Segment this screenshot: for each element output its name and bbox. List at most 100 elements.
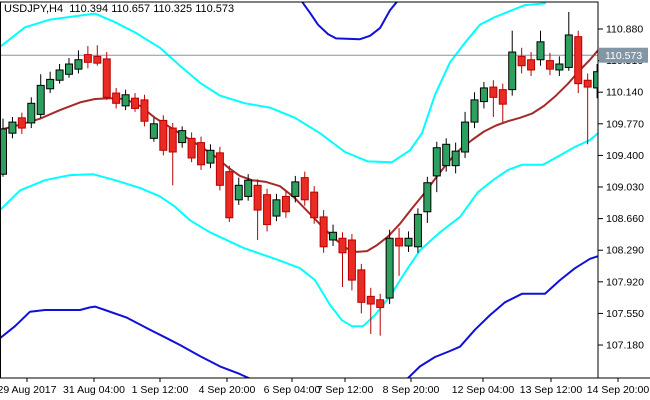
candle-body <box>319 216 328 248</box>
candle-body <box>112 92 121 104</box>
plot-area[interactable] <box>0 2 601 380</box>
chart-title-ohlc: USDJPY,H4 110.394 110.657 110.325 110.57… <box>4 3 235 15</box>
candle-bull <box>508 30 517 96</box>
candle-bull <box>555 56 564 76</box>
x-axis-label: 12 Sep 04:00 <box>452 384 515 396</box>
candle-body <box>272 199 281 217</box>
candles-layer <box>0 11 598 336</box>
candle-body <box>357 269 366 303</box>
candle-bull <box>423 176 432 223</box>
y-axis-label: 108.660 <box>606 213 644 225</box>
y-axis-label: 109.770 <box>606 118 644 130</box>
candle-body <box>385 237 394 299</box>
candle-body <box>159 119 168 151</box>
candle-body <box>46 78 55 90</box>
candle-body <box>131 97 140 109</box>
candle-body <box>376 299 385 308</box>
candle-bull <box>272 193 281 222</box>
x-axis-label: 31 Aug 04:00 <box>63 384 125 396</box>
current-price-tag-label: 110.573 <box>605 50 642 62</box>
y-axis-label: 109.030 <box>606 182 644 194</box>
candle-body <box>206 149 215 164</box>
candle-body <box>215 152 224 186</box>
y-axis-label: 107.550 <box>606 308 644 320</box>
candle-body <box>187 137 196 159</box>
candle-bull <box>178 126 187 148</box>
candle-bear <box>215 146 224 191</box>
candle-body <box>149 123 158 139</box>
candle-body <box>498 89 507 105</box>
x-axis-label: 4 Sep 20:00 <box>199 384 256 396</box>
candle-body <box>564 34 573 68</box>
candle-body <box>8 121 17 134</box>
candle-bull <box>65 58 74 78</box>
current-price-tag <box>599 47 648 63</box>
y-axis-label: 110.140 <box>606 87 643 99</box>
candle-bear <box>112 87 121 109</box>
candle-bull <box>564 11 573 71</box>
candle-body <box>583 79 592 88</box>
candle-bear <box>17 112 26 135</box>
candle-bear <box>395 228 404 276</box>
y-axis-label: 107.920 <box>606 276 644 288</box>
candle-body <box>338 237 347 254</box>
candle-bull <box>470 92 479 129</box>
candle-bull <box>413 208 422 253</box>
candle-bull <box>149 117 158 142</box>
candle-bull <box>291 175 300 203</box>
candle-bear <box>366 287 375 334</box>
candle-bear <box>140 94 149 127</box>
candle-body <box>55 69 64 81</box>
candle-body <box>168 127 177 153</box>
candle-body <box>555 63 564 71</box>
candle-bull <box>244 174 253 201</box>
candle-body <box>93 55 102 64</box>
candle-bear <box>187 132 196 163</box>
candle-bear <box>159 115 168 156</box>
y-axis-label: 108.290 <box>606 245 644 257</box>
candle-bear <box>253 179 262 240</box>
candle-bull <box>404 231 413 252</box>
candle-body <box>442 143 451 167</box>
x-axis-label: 6 Sep 04:00 <box>264 384 321 396</box>
candle-body <box>74 59 83 70</box>
candle-body <box>65 63 74 75</box>
band-cyan-upper <box>0 2 546 164</box>
candle-bear <box>338 232 347 287</box>
candle-bear <box>131 93 140 112</box>
candle-bear <box>357 263 366 314</box>
candle-bear <box>310 186 319 224</box>
candle-body <box>347 239 356 281</box>
candle-body <box>508 51 517 91</box>
band-blue-lower-left <box>0 305 252 378</box>
candle-bull <box>0 118 7 177</box>
candle-body <box>197 142 206 166</box>
candle-bear <box>376 293 385 336</box>
candle-bear <box>225 165 234 223</box>
candle-body <box>329 231 338 241</box>
candle-bull <box>74 50 83 74</box>
candle-bear <box>347 233 356 291</box>
candle-bull <box>8 116 17 139</box>
candle-body <box>574 36 583 85</box>
candle-body <box>479 87 488 103</box>
band-blue-lower-right <box>406 255 598 378</box>
candle-bear <box>319 210 328 253</box>
candle-body <box>291 181 300 197</box>
candle-bear <box>517 47 526 74</box>
candle-body <box>27 102 36 124</box>
candle-bear <box>197 136 206 170</box>
candle-body <box>0 128 7 175</box>
candle-bear <box>281 190 290 218</box>
candle-body <box>536 41 545 61</box>
candle-bull <box>385 229 394 305</box>
candle-body <box>83 54 92 63</box>
candle-bear <box>545 52 554 76</box>
candle-bull <box>55 64 64 84</box>
candle-bear <box>574 30 583 94</box>
band-blue-upper <box>301 2 398 41</box>
candle-bull <box>451 142 460 174</box>
candle-body <box>527 59 536 71</box>
candle-bull <box>27 97 36 129</box>
